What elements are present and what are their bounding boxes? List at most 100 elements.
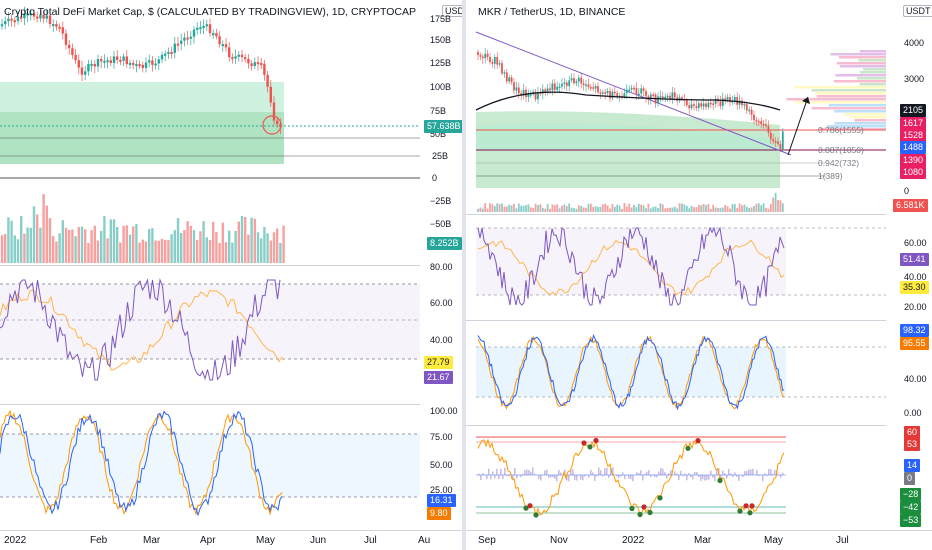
right-osc-bar	[492, 471, 494, 475]
right-volume-bar	[628, 203, 631, 212]
right-osc-bar	[478, 473, 480, 475]
right-candle	[700, 103, 703, 107]
right-osc-bar	[516, 475, 518, 479]
left-volume-bar	[112, 219, 116, 263]
left-x-label-7: Au	[418, 535, 431, 546]
right-ma-line	[475, 91, 781, 111]
right-volume-bar	[479, 207, 482, 212]
right-osc-bar	[734, 472, 736, 475]
right-volume-bar	[762, 203, 765, 212]
right-candle	[561, 83, 563, 87]
left-candle	[154, 63, 157, 66]
right-osc-bar	[680, 470, 682, 475]
right-x-label-0: Sep	[478, 535, 496, 546]
left-chart-canvas[interactable]	[0, 0, 462, 550]
left-volume-bar	[148, 229, 151, 263]
left-candle	[96, 59, 100, 67]
left-volume-bar	[157, 240, 160, 263]
right-osc-bar	[590, 469, 592, 475]
right-osc-bar	[548, 475, 550, 478]
right-osc-bar	[676, 473, 678, 475]
right-volume-bar	[534, 203, 537, 212]
right-rsi-signal-line	[477, 239, 785, 296]
left-scale-9: −50B	[430, 219, 452, 229]
right-scale-1: 3000	[904, 74, 925, 84]
pane-divider[interactable]	[462, 0, 466, 550]
right-vprofile-bar	[839, 65, 886, 68]
right-osc-bar	[580, 475, 582, 480]
right-volume-bar	[633, 204, 635, 212]
right-vprofile-bar	[795, 101, 886, 104]
right-volume-bar	[549, 208, 551, 212]
right-volume-bar	[757, 203, 760, 212]
right-chart-pane[interactable]: MKR / TetherUS, 1D, BINANCE USDT 4000 30…	[466, 0, 932, 550]
right-volume-bar	[741, 205, 743, 212]
left-volume-bar	[260, 238, 263, 263]
right-osc-bar	[546, 469, 548, 475]
left-candle	[202, 26, 205, 29]
right-volume-bar	[709, 208, 712, 212]
right-candle	[486, 53, 489, 57]
right-candle	[779, 143, 782, 150]
left-candle	[164, 53, 167, 56]
right-candle	[681, 97, 683, 100]
right-currency-button[interactable]: USDT	[903, 5, 932, 17]
right-candle	[573, 78, 575, 84]
right-volume-bar	[623, 203, 626, 212]
right-osc-bar	[508, 475, 510, 477]
right-volume-bar	[606, 205, 609, 212]
right-osc-bar	[724, 473, 726, 475]
right-osc-bar	[702, 475, 704, 480]
right-osc-bar	[610, 468, 612, 475]
left-currency-button[interactable]: USD	[442, 5, 468, 17]
right-candle	[693, 104, 695, 107]
right-candle	[685, 100, 688, 106]
left-candle	[148, 60, 151, 63]
right-rsi-tag-value: 51.41	[900, 253, 929, 266]
left-candle	[29, 13, 32, 16]
right-osc-bar	[642, 475, 644, 481]
left-candle	[119, 59, 122, 62]
right-osc-bar	[558, 469, 560, 475]
right-volume-bar	[693, 207, 695, 212]
right-volume-bar	[743, 204, 746, 212]
left-scale-6: 25B	[432, 151, 449, 161]
right-osc-bar	[698, 475, 700, 477]
left-volume-bar	[192, 230, 196, 263]
left-candle	[74, 54, 77, 61]
right-osc-bar	[664, 472, 666, 475]
right-candle	[517, 87, 520, 94]
right-volume-bar	[573, 208, 575, 212]
left-rsi-scale-0: 80.00	[430, 262, 453, 272]
right-candle	[709, 102, 712, 105]
right-candle	[481, 56, 484, 59]
right-osc-bar	[654, 475, 656, 478]
right-osc-bar	[556, 475, 558, 482]
left-volume-bar	[205, 237, 208, 263]
right-volume-bar	[513, 203, 515, 212]
right-osc-bar	[688, 473, 690, 475]
right-chart-canvas[interactable]	[466, 0, 932, 550]
right-candle	[630, 87, 633, 90]
right-candle	[575, 81, 578, 84]
right-volume-bar	[681, 203, 683, 212]
right-volume-bar	[484, 203, 487, 212]
left-volume-bar	[189, 225, 192, 263]
left-chart-pane[interactable]: Crypto Total DeFi Market Cap, $ (CALCULA…	[0, 0, 468, 550]
right-volume-bar	[717, 208, 719, 212]
left-candle	[93, 63, 96, 67]
right-volume-bar	[777, 200, 779, 212]
right-volume-bar	[642, 205, 645, 212]
right-candle	[664, 96, 667, 99]
right-candle	[479, 55, 482, 57]
right-volume-bar	[654, 206, 657, 212]
left-volume-bar	[167, 240, 170, 263]
right-candle	[697, 103, 700, 108]
right-volume-bar	[613, 206, 616, 212]
left-volume-bar	[224, 242, 228, 263]
right-vprofile-bar	[816, 95, 886, 98]
right-osc-bar	[520, 475, 522, 478]
left-candle	[234, 56, 237, 59]
right-osc-dot-sell	[581, 440, 587, 446]
right-volume-bar	[661, 204, 664, 212]
